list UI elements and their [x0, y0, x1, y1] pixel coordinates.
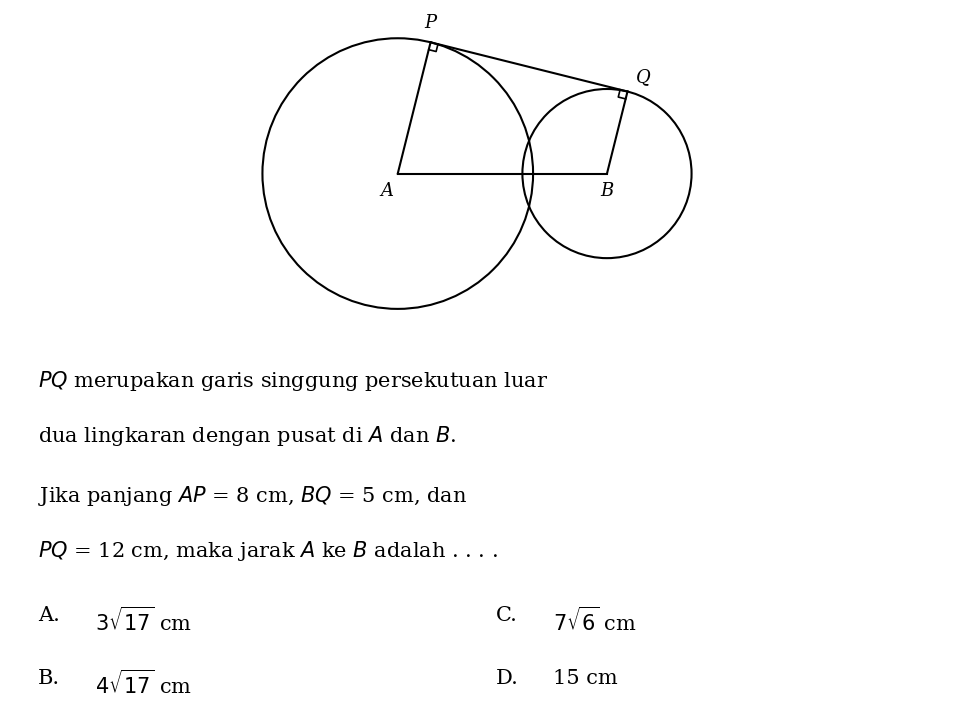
- Text: Jika panjang $AP$ = 8 cm, $BQ$ = 5 cm, dan: Jika panjang $AP$ = 8 cm, $BQ$ = 5 cm, d…: [38, 484, 467, 508]
- Text: dua lingkaran dengan pusat di $A$ dan $B$.: dua lingkaran dengan pusat di $A$ dan $B…: [38, 424, 456, 448]
- Text: Q: Q: [635, 69, 650, 86]
- Text: 15 cm: 15 cm: [553, 670, 618, 688]
- Text: $PQ$ merupakan garis singgung persekutuan luar: $PQ$ merupakan garis singgung persekutua…: [38, 368, 548, 393]
- Text: A.: A.: [38, 606, 60, 625]
- Text: P: P: [424, 14, 436, 32]
- Text: B.: B.: [38, 670, 60, 688]
- Text: C.: C.: [496, 606, 517, 625]
- Text: B: B: [599, 181, 613, 200]
- Text: $PQ$ = 12 cm, maka jarak $A$ ke $B$ adalah . . . .: $PQ$ = 12 cm, maka jarak $A$ ke $B$ adal…: [38, 540, 497, 563]
- Text: $3\sqrt{17}$ cm: $3\sqrt{17}$ cm: [95, 606, 193, 635]
- Text: A: A: [380, 181, 394, 200]
- Text: $7\sqrt{6}$ cm: $7\sqrt{6}$ cm: [553, 606, 637, 635]
- Text: D.: D.: [496, 670, 518, 688]
- Text: $4\sqrt{17}$ cm: $4\sqrt{17}$ cm: [95, 670, 193, 698]
